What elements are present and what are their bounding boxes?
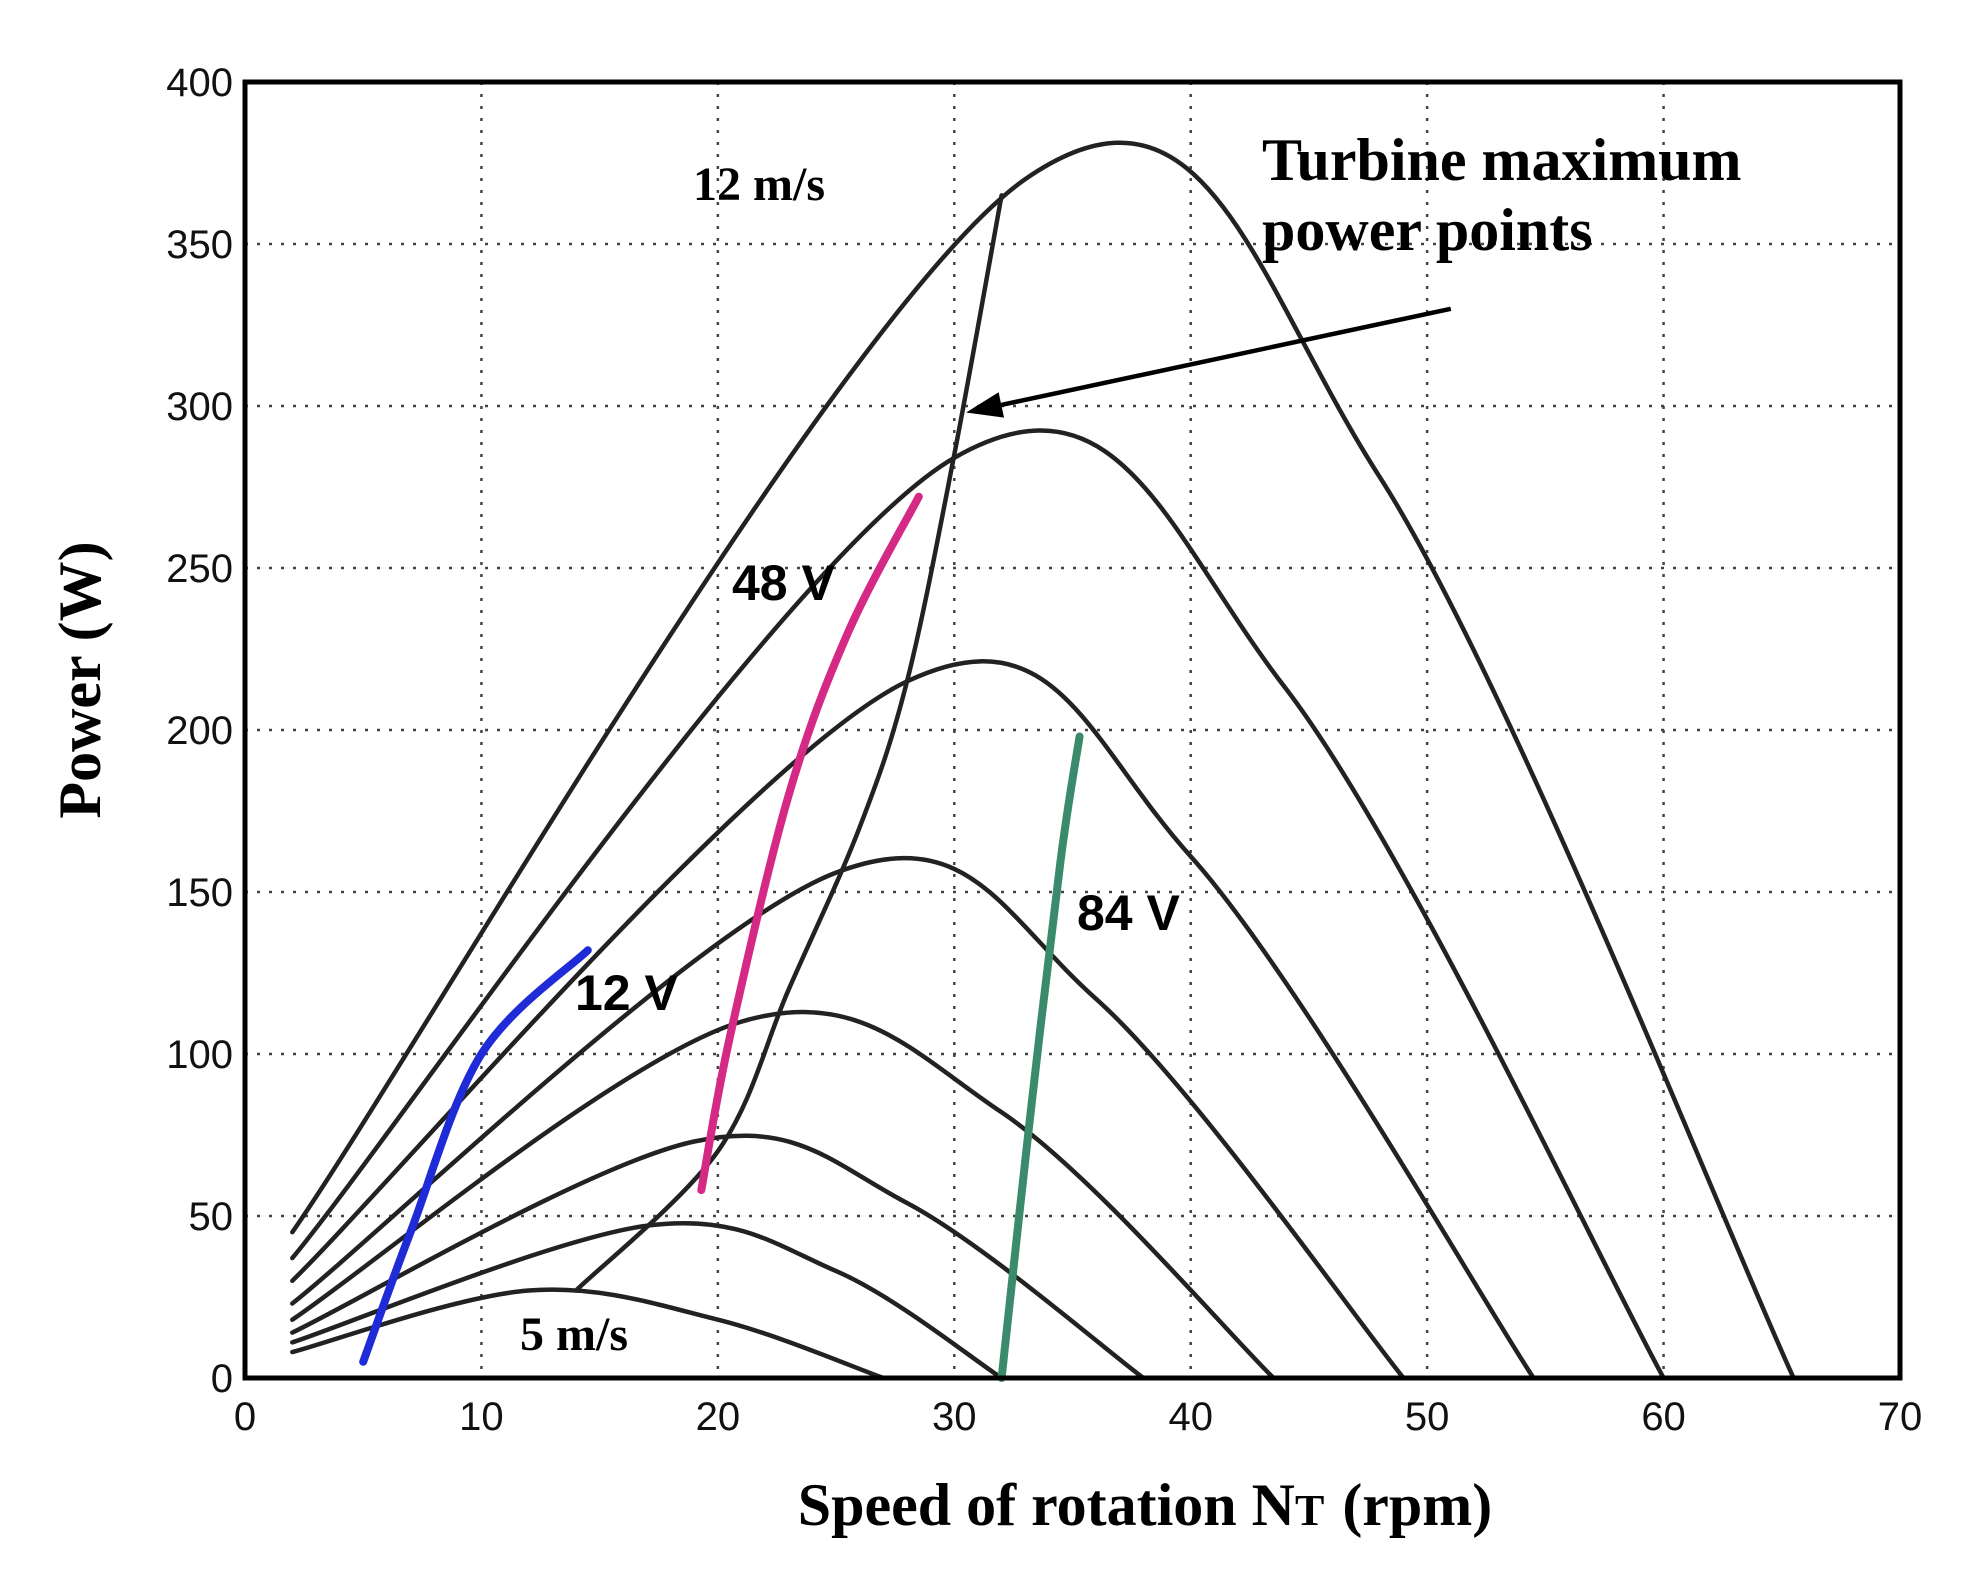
x-tick-label: 20: [696, 1395, 741, 1439]
y-tick-label: 100: [166, 1033, 233, 1077]
plot-frame: [242, 79, 1903, 1381]
label-5ms: 5 m/s: [520, 1308, 628, 1361]
series-group: [290, 140, 1796, 1382]
turbine-curve-11-m-s: [290, 428, 1666, 1381]
y-tick-label: 150: [166, 871, 233, 915]
mpp-title-line2: power points: [1262, 197, 1593, 263]
turbine-curve-12-m-s: [290, 140, 1796, 1381]
x-tick-label: 50: [1405, 1395, 1450, 1439]
arrow-head: [966, 392, 1005, 418]
voltage-curve-48-v: [697, 492, 923, 1195]
turbine-curve-9-m-s: [290, 855, 1406, 1381]
mpp-arrow: [966, 306, 1452, 418]
y-tick-label: 300: [166, 385, 233, 429]
y-axis-title: Power (W): [47, 541, 113, 818]
grid: [245, 82, 1900, 1378]
x-tick-label: 10: [459, 1395, 504, 1439]
label-12v: 12 V: [575, 965, 679, 1021]
x-axis-title-subscript: T: [1295, 1486, 1324, 1535]
y-tick-label: 250: [166, 547, 233, 591]
arrow-shaft: [1000, 306, 1452, 408]
voltage-curve-12-v: [359, 946, 592, 1366]
label-84v: 84 V: [1077, 885, 1181, 941]
x-tick-label: 70: [1878, 1395, 1923, 1439]
turbine-curve-5-m-s: [290, 1287, 886, 1381]
x-axis-title: Speed of rotation NT (rpm): [798, 1472, 1493, 1538]
y-tick-label: 50: [189, 1195, 234, 1239]
voltage-curve-84-v: [997, 732, 1084, 1382]
x-tick-label: 30: [932, 1395, 977, 1439]
tick-labels: 0 10 20 30 40 50 60 70 0 50 100 150 200 250 300 350 400: [166, 61, 1922, 1439]
x-tick-label: 0: [234, 1395, 256, 1439]
turbine-curve-8-m-s: [290, 1009, 1276, 1381]
mpp-title-line1: Turbine maximum: [1262, 127, 1742, 193]
x-tick-label: 60: [1641, 1395, 1686, 1439]
turbine-curve-7-m-s: [290, 1133, 1146, 1381]
x-axis-title-unit: (rpm): [1342, 1472, 1492, 1538]
turbine-curve-6-m-s: [290, 1220, 1004, 1381]
x-axis-title-main: Speed of rotation N: [798, 1472, 1295, 1538]
label-12ms: 12 m/s: [693, 158, 825, 211]
y-tick-label: 400: [166, 61, 233, 105]
y-tick-label: 0: [211, 1357, 233, 1401]
y-tick-label: 200: [166, 709, 233, 753]
y-tick-label: 350: [166, 223, 233, 267]
turbine-curve-10-m-s: [290, 659, 1536, 1381]
label-48v: 48 V: [732, 555, 836, 611]
mpp-curve-turbine-maximum-power-points: [573, 193, 1004, 1293]
x-tick-label: 40: [1168, 1395, 1213, 1439]
